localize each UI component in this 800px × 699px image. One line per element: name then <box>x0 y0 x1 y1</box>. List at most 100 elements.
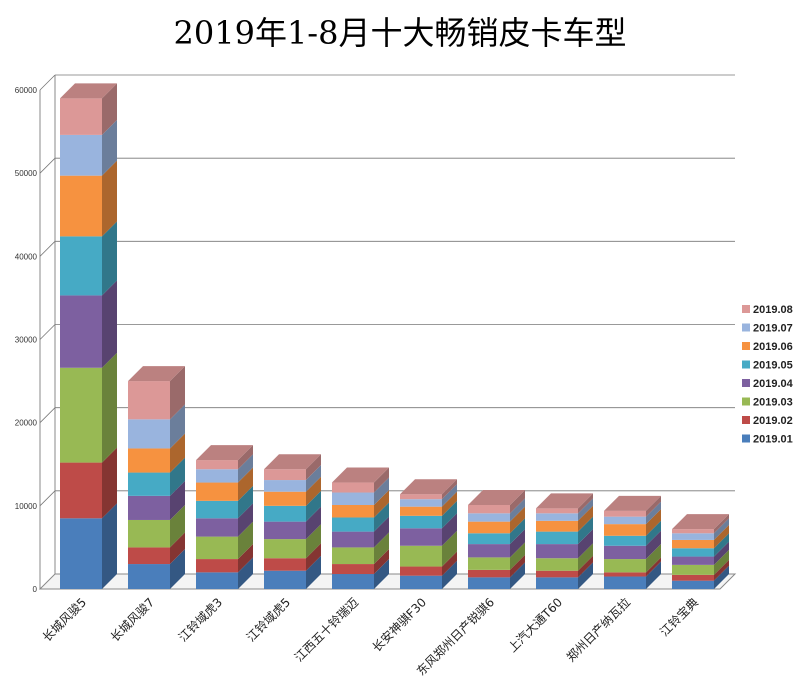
bar-side <box>646 561 661 589</box>
bar-front <box>128 495 170 520</box>
bar-side <box>374 467 389 493</box>
bar-front <box>264 480 306 492</box>
bar-side <box>714 524 729 549</box>
legend-swatch <box>742 379 750 387</box>
bar-front <box>604 516 646 525</box>
bar-side <box>578 493 593 514</box>
bar-side <box>442 560 457 589</box>
legend-label: 2019.05 <box>753 360 793 372</box>
bar-front <box>196 500 238 519</box>
bar-front <box>468 557 510 570</box>
bar-side <box>102 119 117 176</box>
bar-side <box>306 454 321 481</box>
bar-top <box>468 490 525 506</box>
bar-front <box>468 544 510 558</box>
bar-front <box>332 482 374 493</box>
bar-front <box>536 544 578 559</box>
bar-side <box>306 555 321 589</box>
bar-side <box>442 491 457 516</box>
bar-front <box>672 574 714 581</box>
bar-front <box>196 482 238 501</box>
bar-side <box>646 501 661 525</box>
bar-side <box>170 404 185 449</box>
bar-top <box>536 493 593 509</box>
gridline-side <box>39 407 56 423</box>
bar-side <box>714 518 729 540</box>
legend-swatch <box>742 416 750 424</box>
bar-side <box>306 465 321 492</box>
y-tick-label: 20000 <box>15 419 38 428</box>
bar-front <box>672 539 714 549</box>
legend-swatch <box>742 434 750 443</box>
bar-segment <box>672 541 729 565</box>
bar-side <box>510 490 525 514</box>
bar-side <box>306 490 321 522</box>
bar-segment <box>264 490 321 522</box>
bar-side <box>714 514 729 534</box>
bar-side <box>510 554 525 578</box>
bar-segment <box>604 530 661 560</box>
bar-side <box>102 280 117 368</box>
bar-segment <box>332 516 389 548</box>
bar-front <box>60 236 102 296</box>
legend-swatch <box>742 305 750 313</box>
bar-front <box>400 566 442 576</box>
bar-segment <box>604 501 661 525</box>
y-tick-label: 40000 <box>15 252 38 261</box>
bar-side <box>578 555 593 578</box>
y-tick-label: 30000 <box>15 336 38 345</box>
bar-side <box>170 480 185 520</box>
bar-segment <box>536 505 593 532</box>
bar-side <box>374 477 389 506</box>
bar-side <box>442 551 457 576</box>
legend-label: 2019.03 <box>753 397 793 409</box>
bar-segment <box>604 557 661 577</box>
bar-side <box>238 445 253 470</box>
bar-side <box>170 504 185 548</box>
bar-side <box>238 544 253 573</box>
bar-front <box>60 175 102 237</box>
bar-side <box>578 562 593 589</box>
bar-segment <box>332 467 389 493</box>
gridline-side <box>39 241 56 257</box>
bar-front <box>468 521 510 534</box>
category-label: 江铃域虎3 <box>175 595 225 645</box>
bar-side <box>238 557 253 589</box>
bar-front <box>536 577 578 589</box>
bar-stack <box>672 514 729 589</box>
bar-front <box>536 570 578 578</box>
bar-front <box>60 462 102 519</box>
bar-segment <box>60 503 117 589</box>
bar-front <box>332 517 374 532</box>
bar-side <box>374 532 389 565</box>
bar-top <box>400 479 457 495</box>
bar-segment <box>128 532 185 565</box>
bar-front <box>196 460 238 470</box>
bar-top <box>196 445 253 461</box>
legend-label: 2019.06 <box>753 341 793 353</box>
bar-segment <box>264 465 321 492</box>
bar-segment <box>400 530 457 567</box>
bar-segment <box>128 504 185 548</box>
category-label: 江铃宝典 <box>657 595 702 640</box>
bar-side <box>170 457 185 496</box>
bar-segment <box>332 502 389 532</box>
bar-side <box>102 221 117 296</box>
bar-front <box>672 564 714 575</box>
bar-segment <box>468 542 525 570</box>
bar-front <box>60 367 102 463</box>
bar-side <box>170 549 185 589</box>
bar-front <box>400 515 442 529</box>
legend-item: 2019.02 <box>742 415 793 427</box>
bar-segment <box>196 521 253 560</box>
bar-segment <box>60 280 117 368</box>
bar-stack <box>196 445 253 589</box>
bar-front <box>536 558 578 571</box>
gridline-side <box>39 157 56 174</box>
bar-front <box>60 518 102 589</box>
y-tick-label: 60000 <box>15 86 38 95</box>
bar-side <box>510 542 525 570</box>
bar-front <box>400 575 442 589</box>
bar-side <box>714 541 729 565</box>
bar-segment <box>196 445 253 470</box>
